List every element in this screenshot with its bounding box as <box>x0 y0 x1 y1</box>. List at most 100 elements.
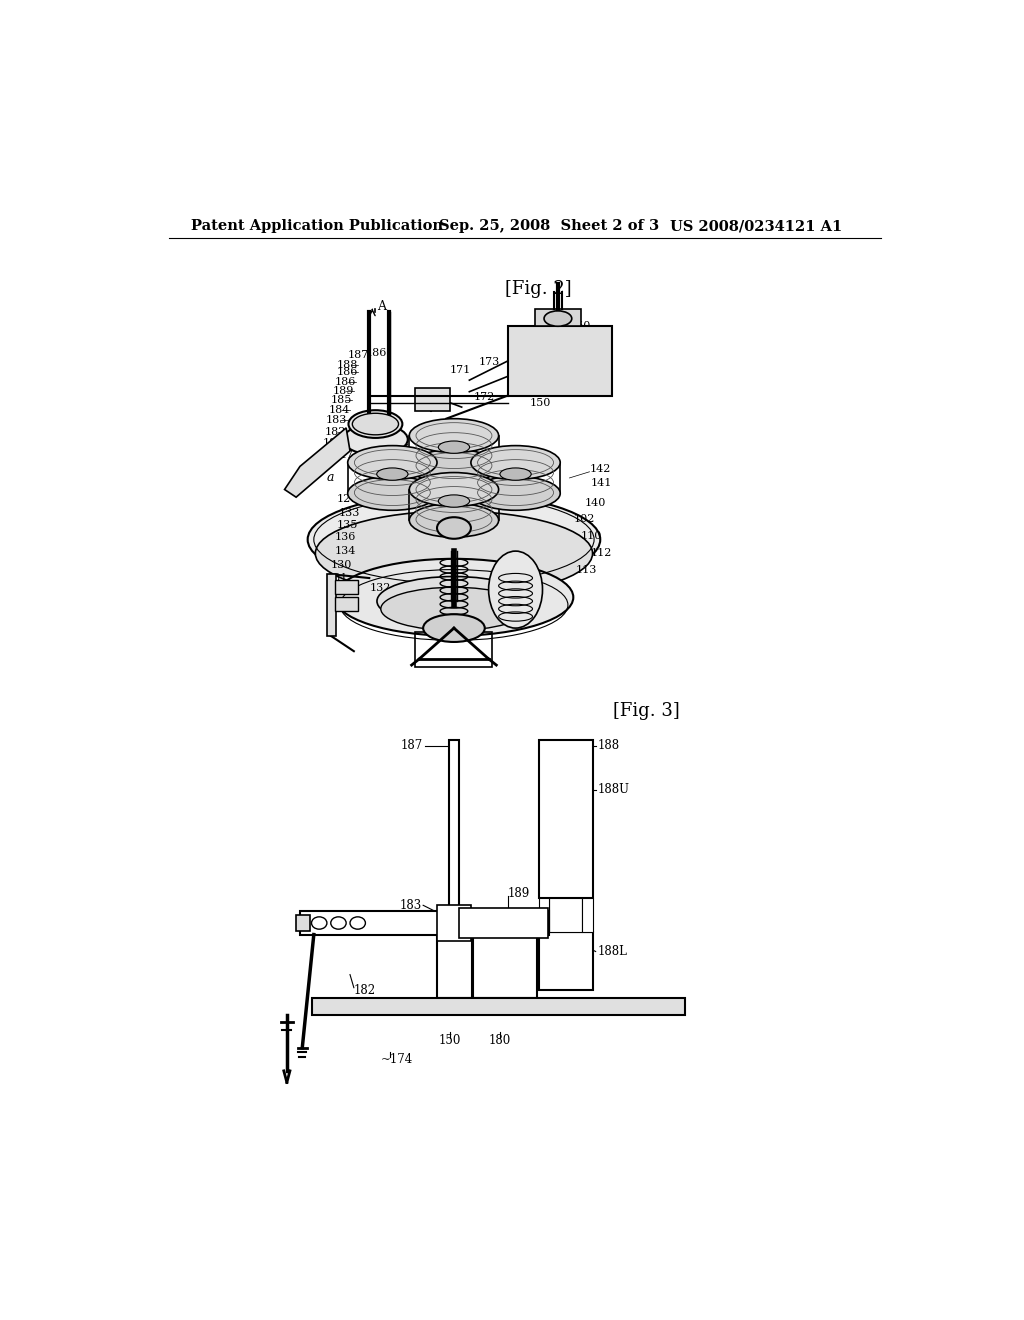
Bar <box>460 908 548 939</box>
Ellipse shape <box>348 446 437 479</box>
Text: 185: 185 <box>331 395 352 405</box>
Text: d: d <box>388 445 395 458</box>
Text: 186: 186 <box>337 367 358 378</box>
Bar <box>582 898 593 932</box>
Text: 187: 187 <box>401 739 423 752</box>
Text: 187: 187 <box>348 350 369 360</box>
Text: [Fig. 3]: [Fig. 3] <box>613 702 680 721</box>
Bar <box>300 911 550 935</box>
Text: 188U: 188U <box>598 783 630 796</box>
Ellipse shape <box>410 418 499 453</box>
Ellipse shape <box>410 473 499 507</box>
Text: 183: 183 <box>399 899 422 912</box>
Text: 132: 132 <box>370 583 390 593</box>
Ellipse shape <box>410 503 499 537</box>
Text: Patent Application Publication: Patent Application Publication <box>190 219 442 234</box>
Ellipse shape <box>437 517 471 539</box>
Text: 134: 134 <box>335 546 356 556</box>
Text: 161: 161 <box>543 325 564 334</box>
Ellipse shape <box>423 614 484 642</box>
Text: 160: 160 <box>569 321 591 331</box>
Ellipse shape <box>471 477 560 511</box>
Text: 102: 102 <box>574 513 595 524</box>
Ellipse shape <box>544 312 571 326</box>
Text: Sep. 25, 2008  Sheet 2 of 3: Sep. 25, 2008 Sheet 2 of 3 <box>438 219 658 234</box>
Text: 162: 162 <box>514 334 536 345</box>
Text: 131: 131 <box>327 573 348 583</box>
Bar <box>335 581 357 594</box>
Bar <box>335 597 357 611</box>
Ellipse shape <box>348 477 437 511</box>
Text: 136: 136 <box>335 532 356 543</box>
Text: A: A <box>394 440 403 453</box>
Text: 188: 188 <box>337 360 358 370</box>
Text: c: c <box>450 471 457 484</box>
Text: 184: 184 <box>329 405 350 416</box>
Polygon shape <box>285 428 350 498</box>
Text: 186: 186 <box>366 348 387 358</box>
Ellipse shape <box>377 469 408 480</box>
Text: US 2008/0234121 A1: US 2008/0234121 A1 <box>670 219 842 234</box>
Text: 189: 189 <box>333 385 353 396</box>
Bar <box>539 898 550 932</box>
Text: 174: 174 <box>340 450 361 459</box>
Text: 182: 182 <box>354 983 376 997</box>
Text: 180: 180 <box>489 1034 511 1047</box>
Text: 188: 188 <box>598 739 621 752</box>
Text: 186: 186 <box>335 376 356 387</box>
Ellipse shape <box>438 441 470 453</box>
Ellipse shape <box>315 511 593 595</box>
Bar <box>437 935 472 998</box>
Ellipse shape <box>500 469 531 480</box>
Ellipse shape <box>307 494 600 586</box>
Ellipse shape <box>331 917 346 929</box>
Bar <box>535 309 581 326</box>
Ellipse shape <box>381 587 527 631</box>
Text: 135: 135 <box>337 520 358 529</box>
Bar <box>416 632 493 667</box>
Text: A: A <box>377 300 386 313</box>
Bar <box>508 326 611 396</box>
Ellipse shape <box>348 411 402 438</box>
Text: a: a <box>326 471 334 484</box>
Ellipse shape <box>377 577 531 626</box>
Bar <box>311 998 685 1015</box>
Bar <box>539 739 593 898</box>
Text: 171: 171 <box>451 366 471 375</box>
Text: 172: 172 <box>473 392 495 403</box>
Text: 163: 163 <box>550 376 570 387</box>
Ellipse shape <box>311 917 327 929</box>
Text: 140: 140 <box>585 499 606 508</box>
Text: 112: 112 <box>590 548 611 558</box>
Ellipse shape <box>343 424 408 455</box>
Text: 141: 141 <box>591 478 612 488</box>
Text: 100: 100 <box>462 611 483 622</box>
Text: 189: 189 <box>508 887 530 900</box>
Bar <box>550 898 582 932</box>
Ellipse shape <box>438 495 470 507</box>
Bar <box>416 388 451 411</box>
Bar <box>437 906 471 941</box>
Bar <box>296 915 310 931</box>
Text: 142: 142 <box>590 463 611 474</box>
Bar <box>449 739 460 928</box>
Text: 120: 120 <box>337 494 358 504</box>
Ellipse shape <box>335 558 573 636</box>
Text: 173: 173 <box>478 358 500 367</box>
Bar <box>327 574 336 636</box>
Text: 111: 111 <box>429 602 451 612</box>
Text: 188L: 188L <box>598 945 628 958</box>
Text: 180: 180 <box>323 438 344 449</box>
Bar <box>473 935 538 998</box>
Ellipse shape <box>488 552 543 628</box>
Ellipse shape <box>350 917 366 929</box>
Text: [Fig. 2]: [Fig. 2] <box>506 280 572 298</box>
Text: 182: 182 <box>325 426 346 437</box>
Text: 141A: 141A <box>514 491 544 500</box>
Text: 133: 133 <box>339 508 359 517</box>
Text: 130: 130 <box>331 560 352 570</box>
Text: 183: 183 <box>326 416 347 425</box>
Text: ~174: ~174 <box>381 1053 413 1065</box>
Bar <box>539 932 593 990</box>
Text: 110: 110 <box>581 531 602 541</box>
